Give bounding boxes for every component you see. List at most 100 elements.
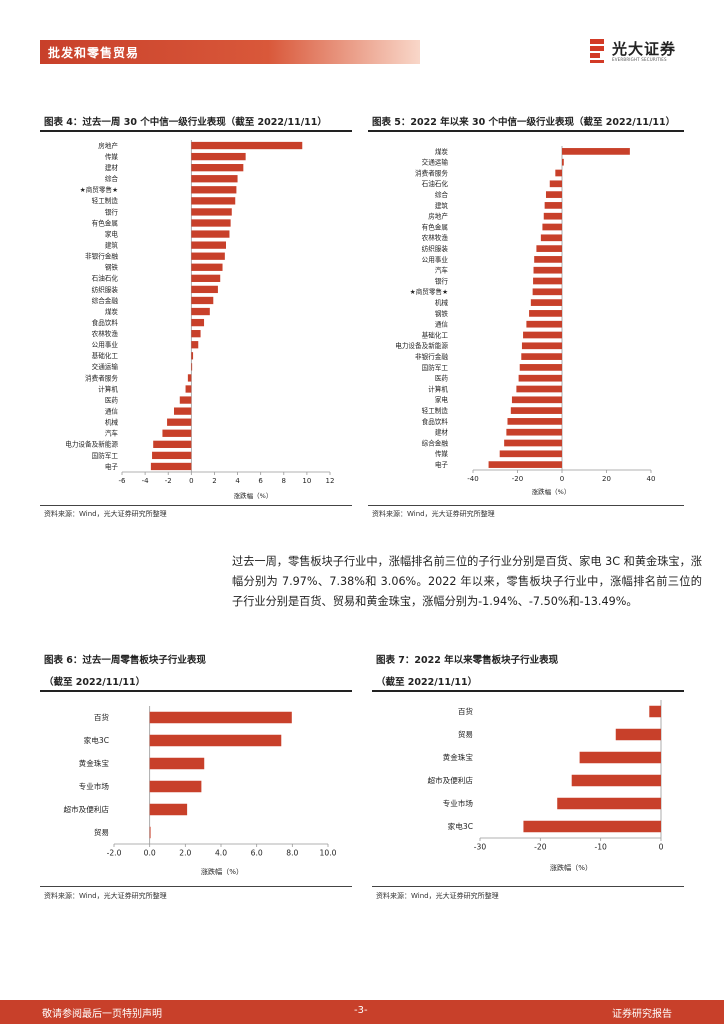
fig4-category-label: 汽车 (105, 429, 119, 438)
fig5-category-label: 家电 (435, 395, 449, 404)
fig5-bar (523, 331, 562, 339)
company-logo: 光大证券 EVERBRIGHT SECURITIES (588, 38, 688, 68)
fig7-bar (579, 751, 661, 764)
fig5-bar (562, 148, 630, 155)
fig5-category-label: 房地产 (428, 212, 448, 221)
fig5-category-label: 建筑 (435, 201, 449, 210)
fig5-category-label: 农林牧渔 (422, 233, 449, 242)
fig4-category-label: 煤炭 (105, 307, 119, 316)
fig4-bar (191, 230, 230, 238)
fig7-bar (649, 705, 661, 718)
fig4-tick-label: 10 (302, 477, 311, 485)
fig6-tick-label: 0.0 (144, 849, 156, 858)
fig6-category-label: 贸易 (94, 827, 109, 837)
logo-subtitle: EVERBRIGHT SECURITIES (612, 57, 667, 62)
fig5-bar (526, 320, 562, 328)
fig6-bar (149, 803, 188, 816)
fig4-bar (167, 418, 192, 426)
fig6-x-axis-label: 涨跌幅（%） (201, 867, 243, 876)
fig4-category-label: 交通运输 (92, 362, 119, 371)
fig4-category-label: 综合金融 (92, 296, 119, 305)
fig6-subtitle: （截至 2022/11/11） (44, 677, 146, 688)
fig5-bar (507, 418, 562, 425)
fig5-category-label: 国防军工 (422, 363, 449, 372)
fig4-source: 资料来源：Wind，光大证券研究所整理 (44, 510, 167, 518)
fig5-tick-label: -40 (467, 475, 478, 483)
fig6-category-label: 超市及便利店 (63, 804, 109, 814)
fig4-bar (191, 363, 193, 371)
fig4-category-label: ★商贸零售★ (80, 185, 118, 194)
fig4-top-rule (40, 130, 352, 132)
body-paragraph: 过去一周，零售板块子行业中，涨幅排名前三位的子行业分别是百货、家电 3C 和黄金… (232, 555, 702, 608)
fig4-bar (185, 385, 192, 393)
fig5-category-label: 计算机 (428, 384, 448, 393)
fig4-bar (191, 152, 246, 161)
fig6-tick-label: -2.0 (107, 849, 122, 858)
fig4-category-label: 国防军工 (92, 451, 119, 460)
fig5-bar (519, 364, 562, 371)
fig7-tick-label: -10 (594, 843, 607, 852)
fig5-category-label: 煤炭 (435, 147, 449, 156)
header-bar (40, 40, 420, 64)
fig4-bar (191, 241, 226, 249)
fig5-category-label: 综合金融 (422, 438, 449, 447)
fig4-bar (162, 429, 192, 437)
fig5-bar (516, 385, 562, 393)
fig4-bar (153, 440, 192, 448)
fig6-category-label: 黄金珠宝 (79, 758, 110, 768)
fig7-tick-label: 0 (659, 843, 664, 852)
fig5-bar (542, 223, 562, 231)
fig4-bar (150, 462, 192, 471)
fig6-bottom-rule (40, 886, 352, 887)
fig4-category-label: 通信 (105, 407, 119, 416)
fig5-category-label: 银行 (435, 276, 449, 285)
fig4-category-label: 综合 (105, 174, 119, 183)
fig5-category-label: 机械 (435, 298, 449, 307)
fig4-bar (174, 407, 192, 415)
fig6-bar (149, 780, 202, 793)
fig5-bar (488, 461, 562, 468)
fig4-bar (191, 330, 201, 338)
fig7-category-label: 家电3C (448, 821, 473, 831)
fig5-bar (544, 202, 562, 209)
fig4-bar (179, 396, 192, 404)
footer-report-type: 证券研究报告 (612, 1009, 672, 1020)
fig5-category-label: 消费者服务 (415, 168, 448, 177)
fig5-category-label: 非银行金融 (415, 352, 448, 361)
fig7-bar (571, 774, 661, 787)
fig7-title: 图表 7：2022 年以来零售板块子行业表现 (376, 655, 559, 666)
fig4-category-label: 银行 (105, 207, 119, 216)
fig5-category-label: 医药 (435, 374, 449, 383)
fig4-category-label: 消费者服务 (85, 373, 118, 382)
fig4-tick-label: 6 (258, 477, 263, 485)
fig4-category-label: 机械 (105, 418, 119, 427)
fig4-category-label: 有色金属 (92, 218, 118, 227)
fig5-bar (506, 428, 562, 436)
fig5-bar (504, 439, 562, 447)
fig5-tick-label: 40 (647, 475, 656, 483)
fig4-bar (191, 307, 210, 316)
fig4-tick-label: -4 (142, 477, 150, 485)
fig4-bar (191, 197, 236, 205)
fig4-bar (191, 252, 225, 260)
fig5-bar (532, 288, 562, 296)
logo-name: 光大证券 (612, 40, 677, 58)
fig5-category-label: ★商贸零售★ (410, 287, 448, 296)
fig5-top-rule (368, 130, 684, 132)
fig5-category-label: 电力设备及新能源 (395, 341, 448, 350)
footer-disclaimer: 敬请参阅最后一页特别声明 (42, 1009, 162, 1020)
fig4-category-label: 基础化工 (92, 351, 119, 360)
fig7-bar (557, 797, 661, 810)
fig6-bar (149, 757, 205, 770)
fig4-category-label: 食品饮料 (92, 318, 119, 327)
fig4-bar (191, 141, 303, 150)
fig4-tick-label: 4 (235, 477, 240, 485)
fig5-category-label: 钢铁 (435, 309, 449, 318)
fig6-top-rule (40, 690, 352, 692)
fig6-tick-label: 10.0 (320, 849, 337, 858)
fig7-category-label: 黄金珠宝 (443, 752, 474, 762)
fig5-category-label: 有色金属 (422, 222, 448, 231)
fig5-bar (533, 277, 562, 285)
